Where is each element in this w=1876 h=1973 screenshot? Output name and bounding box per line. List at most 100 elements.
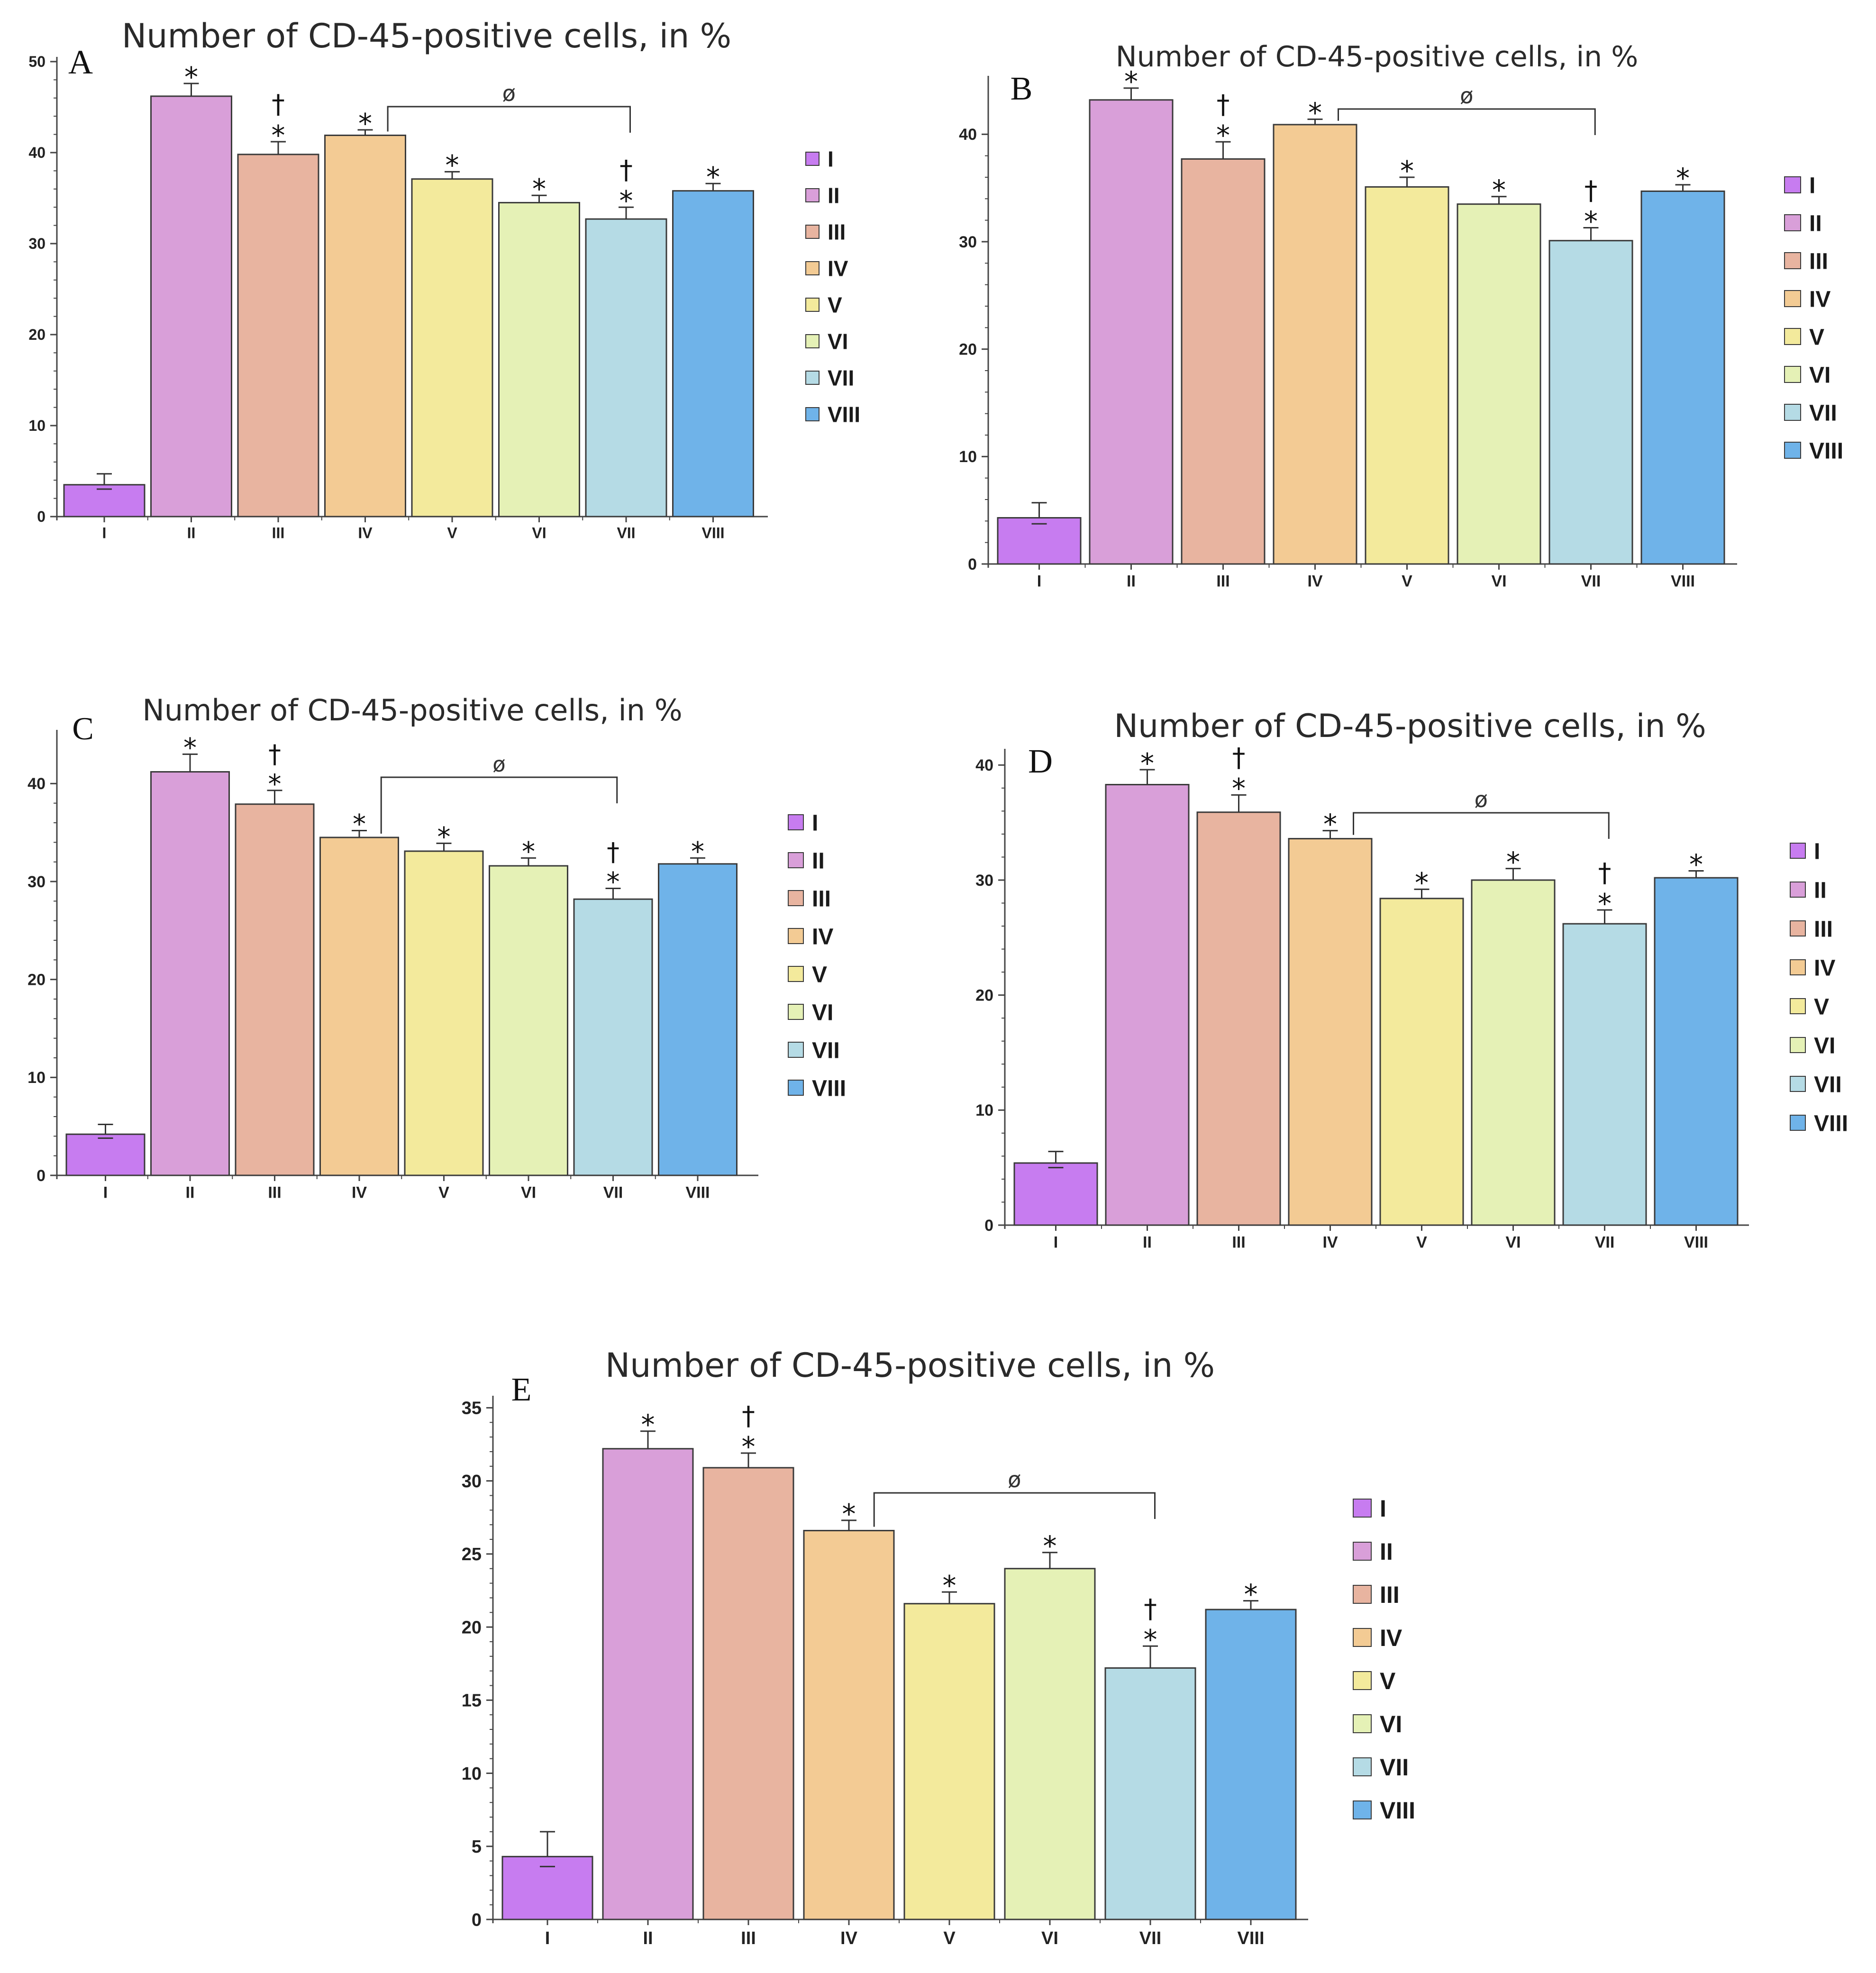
y-tick-label: 30 xyxy=(959,233,977,251)
x-category-label: IV xyxy=(358,525,373,542)
legend-swatch-iii xyxy=(1353,1585,1372,1604)
bar-v xyxy=(1365,186,1449,565)
x-category-label: VII xyxy=(1595,1234,1615,1252)
legend-label-viii: VIII xyxy=(812,1076,846,1101)
legend-swatch-iv xyxy=(1784,290,1801,307)
legend-swatch-v xyxy=(1784,328,1801,345)
legend-swatch-vi xyxy=(1784,366,1801,383)
panel-letter: D xyxy=(1028,742,1053,780)
significance-star: * xyxy=(607,867,620,898)
bar-iii xyxy=(235,803,315,1176)
y-tick-label: 5 xyxy=(472,1837,482,1857)
legend-swatch-ii xyxy=(1790,882,1806,898)
y-tick-label: 0 xyxy=(968,555,977,573)
legend-label-iv: IV xyxy=(812,924,833,949)
significance-star: * xyxy=(1506,846,1520,878)
bar-viii xyxy=(658,863,738,1176)
y-tick-label: 10 xyxy=(975,1101,993,1119)
y-tick-label: 0 xyxy=(37,508,46,525)
x-category-label: V xyxy=(447,525,457,542)
x-category-label: VI xyxy=(1041,1928,1058,1948)
y-tick-label: 20 xyxy=(462,1618,482,1637)
legend-swatch-i xyxy=(1353,1499,1372,1518)
legend-label-vi: VI xyxy=(812,1000,833,1025)
legend-swatch-vii xyxy=(788,1042,804,1058)
legend-swatch-iv xyxy=(788,928,804,944)
significance-star: * xyxy=(1144,1624,1157,1656)
significance-bracket xyxy=(387,106,631,133)
bar-v xyxy=(404,850,484,1176)
bar-v xyxy=(411,178,493,518)
bar-vii xyxy=(1548,240,1633,565)
legend-label-v: V xyxy=(1380,1668,1396,1694)
x-category-label: VIII xyxy=(701,525,724,542)
y-tick-label: 0 xyxy=(472,1910,482,1930)
legend-label-v: V xyxy=(828,293,842,318)
x-category-label: IV xyxy=(840,1928,858,1948)
x-category-label: VI xyxy=(532,525,546,542)
x-category-label: VII xyxy=(1139,1928,1161,1948)
bar-viii xyxy=(672,190,754,518)
bar-iii xyxy=(702,1467,794,1920)
significance-dagger: † xyxy=(742,1400,755,1431)
legend-swatch-vi xyxy=(1790,1037,1806,1053)
bar-ii xyxy=(1105,784,1190,1226)
bracket-label: ø xyxy=(492,752,505,777)
significance-star: * xyxy=(1232,773,1246,805)
significance-star: * xyxy=(943,1569,956,1601)
x-category-label: III xyxy=(1216,573,1229,591)
legend-label-ii: II xyxy=(1809,211,1822,236)
x-category-label: IV xyxy=(1307,573,1322,591)
y-tick-label: 40 xyxy=(27,775,46,793)
bar-viii xyxy=(1205,1609,1297,1920)
bar-viii xyxy=(1654,877,1739,1226)
bar-vi xyxy=(498,202,580,518)
significance-star: * xyxy=(532,173,546,205)
significance-star: * xyxy=(446,149,459,182)
significance-bracket xyxy=(380,776,618,834)
legend-swatch-ii xyxy=(1353,1542,1372,1561)
x-category-label: VIII xyxy=(685,1184,710,1202)
significance-star: * xyxy=(437,822,451,853)
y-tick-label: 10 xyxy=(959,448,977,466)
y-tick-label: 30 xyxy=(27,873,46,891)
bar-iii xyxy=(1196,811,1281,1226)
x-category-label: VI xyxy=(521,1184,536,1202)
legend-label-iv: IV xyxy=(1809,287,1830,312)
significance-star: * xyxy=(522,836,535,867)
significance-star: * xyxy=(1676,162,1690,194)
x-category-label: I xyxy=(545,1928,550,1948)
legend-label-ii: II xyxy=(812,848,825,873)
legend-label-iii: III xyxy=(1809,249,1828,274)
panel-letter: A xyxy=(68,43,93,81)
significance-dagger: † xyxy=(1598,857,1612,888)
x-category-label: IV xyxy=(352,1184,367,1202)
legend-label-i: I xyxy=(1814,839,1820,864)
y-tick-label: 20 xyxy=(27,971,46,989)
bar-iv xyxy=(1273,124,1357,565)
bar-vii xyxy=(1104,1667,1196,1920)
x-category-label: V xyxy=(1402,573,1412,591)
chart-title: Number of CD-45-positive cells, in % xyxy=(122,17,731,55)
significance-dagger: † xyxy=(1217,89,1230,119)
x-category-label: II xyxy=(186,1184,195,1202)
legend-swatch-v xyxy=(788,966,804,982)
legend-label-iii: III xyxy=(1814,917,1833,942)
legend-swatch-iv xyxy=(1353,1628,1372,1647)
legend-swatch-viii xyxy=(1353,1800,1372,1819)
significance-dagger: † xyxy=(607,837,619,867)
x-category-label: III xyxy=(272,525,285,542)
legend-label-iii: III xyxy=(828,220,846,245)
bar-iv xyxy=(319,836,399,1176)
significance-star: * xyxy=(1216,119,1230,152)
legend-swatch-vii xyxy=(1353,1757,1372,1776)
bar-vii xyxy=(585,218,667,518)
y-tick-label: 35 xyxy=(462,1399,482,1418)
bracket-label: ø xyxy=(502,81,516,106)
bar-vi xyxy=(489,865,568,1176)
legend-label-i: I xyxy=(828,147,834,172)
legend-swatch-ii xyxy=(788,852,804,868)
x-category-label: IV xyxy=(1322,1234,1338,1252)
legend-label-vi: VI xyxy=(1809,363,1830,388)
legend-label-viii: VIII xyxy=(1380,1797,1415,1824)
